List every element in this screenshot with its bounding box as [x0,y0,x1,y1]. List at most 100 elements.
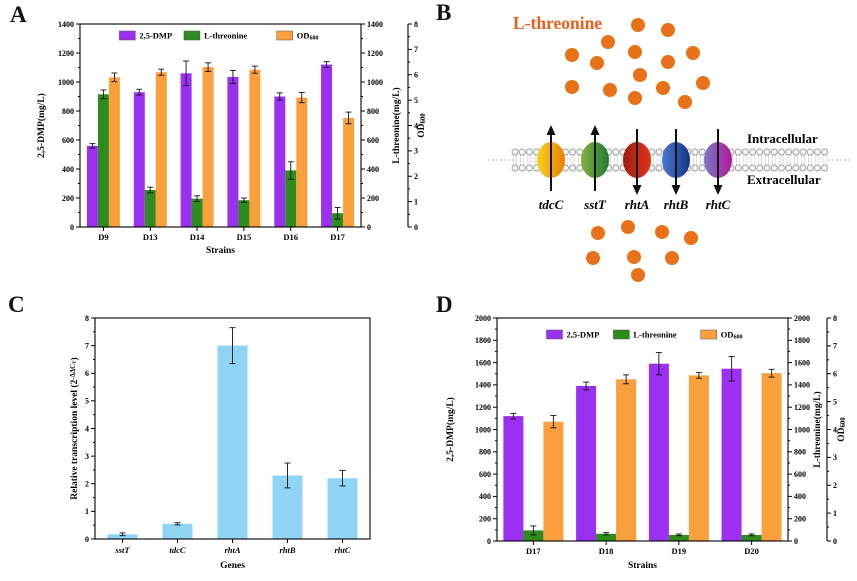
axis-tick-label: 800 [479,448,491,457]
bar [543,421,564,541]
bar [327,478,358,539]
arrow-down-icon [632,185,642,195]
axis-tick-label: 0 [367,223,371,232]
bar [343,117,355,227]
bar [108,77,120,227]
axis-tick-label: 1 [85,507,89,516]
threonine-molecule-dot [696,76,710,90]
legend-label: L-threonine [204,31,248,41]
threonine-dots-extracellular [586,220,698,282]
legend-swatch [119,30,136,41]
bar-series-1 [523,530,762,541]
x-tick-label: D17 [330,232,345,242]
bar [97,94,109,227]
axis-tick-label: 5 [833,397,837,406]
arrow-down-icon [713,185,723,195]
threonine-molecule-dot [628,91,642,105]
threonine-molecule-dot [656,81,670,95]
axis-tick-label: 400 [62,165,74,174]
axis-tick-label: 1800 [475,336,491,345]
bar [274,96,286,227]
legend-label: 2,5-DMP [566,330,599,340]
axis-tick-label: 7 [833,342,837,351]
legend-label: OD600 [721,330,743,341]
threonine-molecule-dot [601,35,615,49]
legend-item: 2,5-DMP [546,330,599,340]
axis-tick-label: 600 [479,470,491,479]
bar [761,373,782,541]
threonine-molecule-dot [628,45,642,59]
threonine-molecule-dot [621,220,635,234]
axis-tick-label: 7 [85,341,89,350]
transporter-sstT: sstT [581,125,609,212]
bar [86,145,98,227]
panel-label-b: B [436,0,452,25]
panel-label-c: C [8,292,25,317]
axis-tick-label: 200 [479,515,491,524]
legend-swatch [183,30,201,41]
axis-tick-label: 6 [833,370,837,379]
axis-tick-label: 2 [833,481,837,490]
bar [133,92,145,227]
intracellular-label: Intracellular [747,131,818,146]
error-bars-series-2 [550,368,775,429]
bar [162,523,193,539]
axis-tick-label: 2 [85,480,89,489]
axis-tick-label: 400 [367,165,379,174]
threonine-molecule-dot [627,250,641,264]
error-bars-series-2 [111,62,352,125]
x-tick-label: rhtC [334,545,350,555]
transporter-tdcC: tdcC [537,125,565,212]
y-axis-title: Relative transcription level (2-ΔΔCT) [69,357,80,499]
legend-item: OD600 [700,330,743,341]
x-axis-title: Strains [206,246,235,256]
threonine-molecule-dot [633,68,647,82]
axis-tick-label: 2000 [794,314,810,323]
axis-tick-label: 4 [414,121,418,130]
extracellular-label: Extracellular [747,172,821,187]
axis-tick-label: 1 [414,197,418,206]
threonine-molecule-dot [631,268,645,282]
axis-tick-label: 1000 [475,425,491,434]
axis-tick-label: 600 [62,136,74,145]
bar [596,533,617,541]
threonine-dots-intracellular [565,18,710,109]
x-tick-label: tdcC [169,545,185,555]
axis-tick-label: 1400 [794,381,810,390]
axis-tick-label: 8 [414,20,418,29]
legend-item: L-threonine [183,30,248,41]
axis-tick-label: 1800 [794,336,810,345]
threonine-molecule-dot [631,18,645,32]
axis-tick-label: 0 [833,537,837,546]
bar-series-2 [543,373,782,541]
bar [191,198,203,227]
diagram-title: L-threonine [513,13,602,33]
bar [217,345,248,539]
axis-tick-label: 4 [85,424,89,433]
axis-tick-label: 1400 [367,20,383,29]
legend-swatch [546,329,563,340]
bar [227,76,239,228]
plot-frame [79,23,362,228]
threonine-molecule-dot [684,231,698,245]
diagram-panel-b-threonine-transport: L-threonine tdcC sstT rhtA rhtB rhtC Intracell… [488,13,852,282]
axis-tick-label: 5 [414,96,418,105]
error-bars-series-1 [530,525,755,537]
x-axis-title: Strains [628,561,657,571]
bar [180,73,192,227]
axis-tick-label: 1200 [475,403,491,412]
threonine-molecule-dot [586,251,600,265]
x-tick-label: D16 [283,232,298,242]
error-bars-series-0 [510,352,735,420]
axis-tick-label: 200 [367,194,379,203]
legend-item: OD600 [276,31,319,42]
axis-tick-label: 800 [62,107,74,116]
legend-label: 2,5-DMP [139,31,172,41]
bar-series-0 [503,363,742,541]
x-tick-label: D14 [190,232,205,242]
bar [238,200,250,227]
axis-tick-label: 1600 [475,358,491,367]
legend-label: L-threonine [633,330,677,340]
bar [155,72,167,227]
